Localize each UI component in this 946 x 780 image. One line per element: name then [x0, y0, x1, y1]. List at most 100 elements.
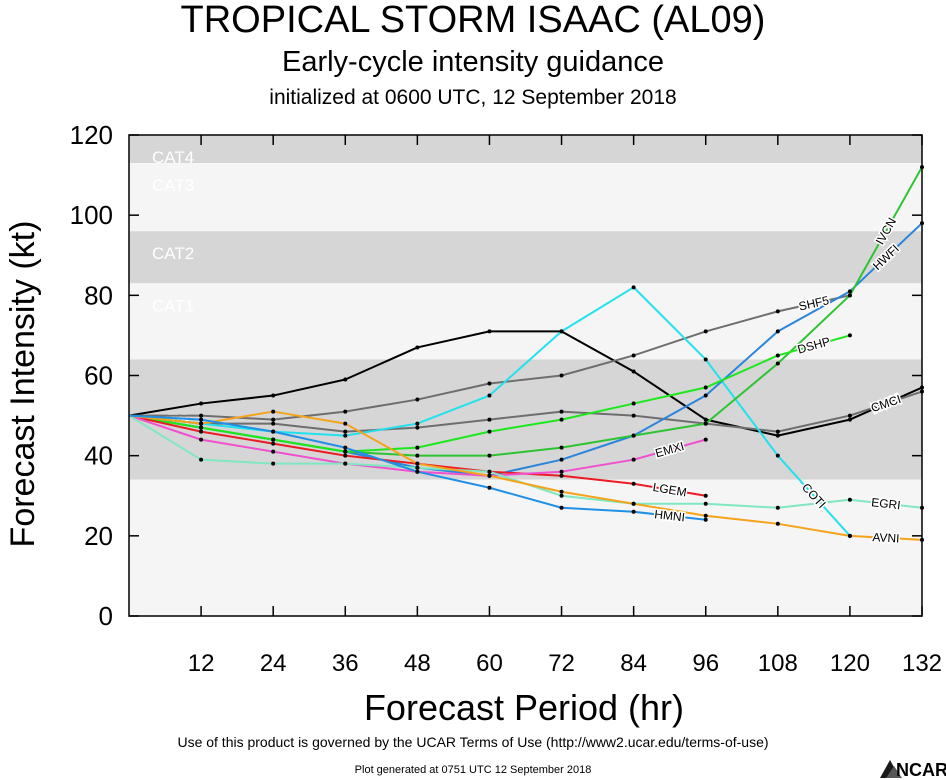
x-tick-label-84: 84: [620, 650, 647, 677]
point-shf5-12: [199, 413, 204, 418]
point-shf5-24: [271, 417, 276, 422]
point-egri-36: [343, 461, 348, 466]
point-shf5-108: [775, 309, 780, 314]
chart-subtitle: Early-cycle intensity guidance: [281, 46, 664, 78]
point-nvgi-60: [487, 329, 492, 334]
x-tick-label-120: 120: [830, 650, 870, 677]
point-shf5-84: [631, 353, 636, 358]
point-coti-108: [775, 453, 780, 458]
point-cmci-84: [631, 413, 636, 418]
point-avni-108: [775, 521, 780, 526]
point-egri-108: [775, 505, 780, 510]
series-line-avni: [128, 410, 923, 541]
point-nvgi-120: [847, 417, 852, 422]
point-hwfi-120: [847, 289, 852, 294]
point-ivcn-120: [847, 293, 852, 298]
point-avni-36: [343, 421, 348, 426]
point-avni-60: [487, 473, 492, 478]
point-coti-60: [487, 393, 492, 398]
point-egri-96: [703, 501, 708, 506]
ncar-logo: NCAR: [880, 760, 946, 780]
band-label-cat1: CAT1: [152, 296, 194, 315]
y-tick-label-60: 60: [84, 361, 113, 391]
point-ivcn-48: [415, 453, 420, 458]
x-tick-label-36: 36: [332, 650, 359, 677]
x-tick-label-132: 132: [902, 650, 942, 677]
point-dshp-24: [271, 437, 276, 442]
point-avni-12: [199, 421, 204, 426]
point-egri-120: [847, 497, 852, 502]
point-nvgi-36: [343, 377, 348, 382]
y-tick-label-80: 80: [84, 280, 113, 310]
point-emxi-72: [559, 469, 564, 474]
point-egri-24: [271, 461, 276, 466]
x-axis-label: Forecast Period (hr): [364, 687, 684, 728]
y-tick-label-100: 100: [70, 200, 113, 230]
point-avni-24: [271, 409, 276, 414]
point-hmni-72: [559, 505, 564, 510]
point-cmci-48: [415, 425, 420, 430]
point-dshp-108: [775, 353, 780, 358]
series-label-text-hmni: HMNI: [654, 507, 686, 524]
ncar-logo-text: NCAR: [896, 760, 946, 780]
point-ivcn-60: [487, 453, 492, 458]
point-lgem-84: [631, 481, 636, 486]
series-label-text-egri: EGRI: [871, 495, 902, 512]
point-lgem-72: [559, 473, 564, 478]
point-dshp-84: [631, 401, 636, 406]
band-label-cat3: CAT3: [152, 176, 194, 195]
point-cmci-108: [775, 429, 780, 434]
point-nvgi-12: [199, 401, 204, 406]
point-shf5-48: [415, 397, 420, 402]
y-tick-label-40: 40: [84, 441, 113, 471]
point-dshp-48: [415, 445, 420, 450]
point-cmci-60: [487, 417, 492, 422]
point-ivcn-96: [703, 421, 708, 426]
series-label-egri: EGRI: [869, 494, 903, 514]
point-cmci-72: [559, 409, 564, 414]
point-avni-84: [631, 501, 636, 506]
point-coti-36: [343, 433, 348, 438]
x-tick-label-60: 60: [476, 650, 503, 677]
point-shf5-72: [559, 373, 564, 378]
category-bands: [129, 135, 922, 616]
x-tick-label-24: 24: [260, 650, 287, 677]
point-lgem-96: [703, 493, 708, 498]
series-points: [199, 165, 924, 542]
point-dshp-12: [199, 425, 204, 430]
point-egri-60: [487, 469, 492, 474]
point-cmci-120: [847, 413, 852, 418]
series-line-cmci: [128, 390, 923, 433]
point-nvgi-108: [775, 433, 780, 438]
point-nvgi-24: [271, 393, 276, 398]
point-emxi-84: [631, 457, 636, 462]
point-hmni-84: [631, 509, 636, 514]
point-ivcn-108: [775, 361, 780, 366]
point-avni-120: [847, 533, 852, 538]
y-tick-label-20: 20: [84, 521, 113, 551]
point-cmci-24: [271, 421, 276, 426]
point-avni-72: [559, 489, 564, 494]
point-avni-96: [703, 513, 708, 518]
band-cat3: [129, 163, 922, 232]
series-label-hmni: HMNI: [652, 506, 687, 526]
point-dshp-72: [559, 417, 564, 422]
point-nvgi-48: [415, 345, 420, 350]
point-emxi-12: [199, 437, 204, 442]
point-shf5-60: [487, 381, 492, 386]
point-lgem-36: [343, 453, 348, 458]
point-hmni-60: [487, 485, 492, 490]
x-tick-label-72: 72: [548, 650, 575, 677]
point-hwfi-72: [559, 457, 564, 462]
band-below-ts: [129, 479, 922, 616]
band-label-cat2: CAT2: [152, 244, 194, 263]
band-cat1: [129, 283, 922, 360]
point-avni-48: [415, 461, 420, 466]
point-dshp-36: [343, 449, 348, 454]
point-egri-72: [559, 493, 564, 498]
point-coti-48: [415, 421, 420, 426]
point-dshp-120: [847, 333, 852, 338]
band-cat2: [129, 231, 922, 284]
point-coti-84: [631, 285, 636, 290]
